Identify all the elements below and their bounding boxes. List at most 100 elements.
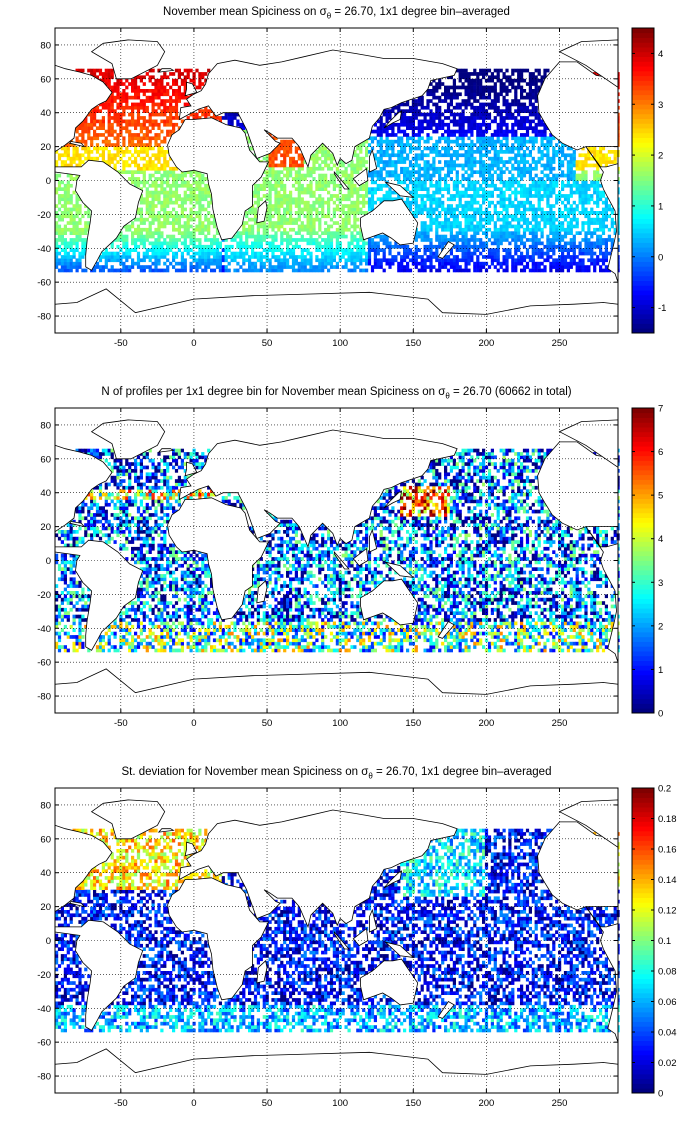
data-cell: [93, 122, 97, 127]
data-cell: [344, 173, 348, 178]
data-cell: [572, 207, 576, 212]
data-cell: [134, 244, 138, 249]
data-cell: [148, 146, 152, 151]
data-cell: [540, 133, 544, 137]
data-cell: [327, 244, 331, 249]
data-cell: [537, 268, 541, 273]
data-cell: [215, 238, 220, 242]
data-cell: [207, 190, 211, 195]
data-cell: [277, 261, 281, 266]
data-cell: [60, 255, 64, 259]
data-cell: [432, 150, 436, 154]
data-cell: [350, 234, 354, 239]
data-cell: [174, 255, 179, 259]
data-cell: [350, 255, 354, 259]
data-cell: [508, 146, 512, 151]
data-cell: [57, 194, 62, 198]
data-cell: [324, 180, 328, 185]
data-cell: [455, 112, 459, 117]
data-cell: [306, 261, 310, 266]
data-cell: [271, 214, 275, 219]
data-cell: [397, 102, 401, 107]
data-cell: [274, 238, 278, 242]
data-cell: [204, 214, 208, 219]
data-cell: [476, 221, 480, 225]
data-cell: [306, 200, 310, 205]
data-cell: [610, 241, 614, 246]
data-cell: [134, 227, 138, 232]
data-cell: [122, 105, 126, 110]
data-cell: [166, 265, 170, 269]
data-cell: [432, 95, 436, 100]
data-cell: [362, 156, 366, 161]
data-cell: [432, 116, 436, 120]
data-cell: [435, 187, 439, 191]
data-cell: [172, 234, 176, 239]
data-cell: [66, 241, 70, 246]
data-cell: [464, 160, 468, 164]
data-cell: [136, 217, 141, 222]
data-cell: [198, 183, 202, 188]
data-cell: [420, 227, 424, 232]
data-cell: [482, 166, 486, 171]
data-cell: [438, 261, 442, 266]
data-cell: [590, 194, 594, 198]
data-cell: [601, 211, 606, 215]
data-cell: [482, 163, 486, 168]
data-cell: [251, 261, 255, 266]
data-cell: [128, 139, 132, 144]
data-cell: [423, 153, 427, 158]
data-cell: [435, 207, 439, 212]
data-cell: [596, 194, 600, 198]
data-cell: [359, 150, 363, 154]
data-cell: [256, 224, 260, 229]
data-cell: [55, 190, 59, 195]
data-cell: [458, 211, 462, 215]
data-cell: [131, 170, 135, 174]
data-cell: [75, 207, 79, 212]
data-cell: [207, 227, 211, 232]
data-cell: [136, 234, 141, 239]
data-cell: [464, 133, 468, 137]
data-cell: [464, 99, 468, 103]
data-cell: [473, 227, 477, 232]
data-cell: [385, 133, 389, 137]
data-cell: [511, 258, 515, 263]
data-cell: [356, 160, 360, 164]
data-cell: [303, 207, 307, 212]
data-cell: [268, 183, 272, 188]
data-cell: [397, 150, 401, 154]
data-cell: [321, 187, 325, 191]
data-cell: [347, 258, 351, 263]
data-cell: [596, 261, 600, 266]
data-cell: [461, 244, 465, 249]
data-cell: [116, 251, 120, 256]
data-cell: [490, 102, 494, 107]
data-cell: [508, 224, 512, 229]
data-cell: [408, 143, 413, 147]
data-cell: [125, 170, 129, 174]
data-cell: [403, 166, 407, 171]
data-cell: [78, 163, 82, 168]
data-cell: [403, 268, 407, 273]
data-cell: [245, 221, 249, 225]
data-cell: [499, 139, 503, 144]
data-cell: [438, 126, 442, 130]
data-cell: [581, 211, 585, 215]
data-cell: [163, 122, 167, 127]
data-cell: [423, 224, 427, 229]
data-cell: [303, 261, 307, 266]
data-cell: [455, 183, 459, 188]
data-cell: [192, 258, 196, 263]
data-cell: [300, 207, 304, 212]
data-cell: [394, 139, 398, 144]
data-cell: [303, 238, 307, 242]
data-cell: [166, 105, 170, 110]
data-cell: [353, 255, 357, 259]
data-cell: [107, 102, 111, 107]
data-cell: [145, 197, 149, 202]
data-cell: [493, 224, 497, 229]
data-cell: [461, 166, 465, 171]
data-cell: [344, 251, 348, 256]
data-cell: [397, 139, 401, 144]
